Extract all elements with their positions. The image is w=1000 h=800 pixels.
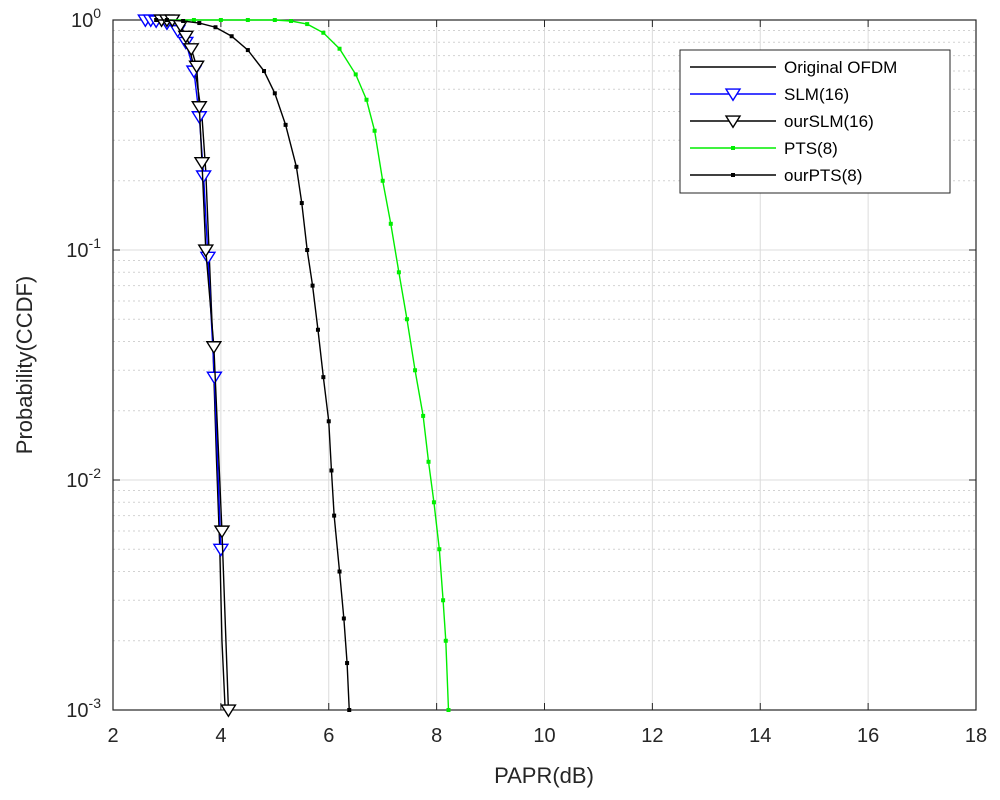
data-point xyxy=(326,419,331,424)
data-point xyxy=(191,101,208,115)
data-point xyxy=(396,270,401,275)
data-point xyxy=(305,22,310,27)
x-axis-label: PAPR(dB) xyxy=(494,763,594,788)
data-point xyxy=(191,18,196,22)
data-point xyxy=(164,18,169,22)
legend-marker xyxy=(724,88,742,102)
series-line xyxy=(156,19,350,711)
data-point xyxy=(245,48,250,53)
data-point xyxy=(220,704,237,718)
x-tick-label: 10 xyxy=(533,725,555,747)
data-point xyxy=(182,43,200,57)
data-point xyxy=(426,459,431,464)
data-point xyxy=(181,19,186,24)
x-tick-label: 4 xyxy=(215,725,226,747)
data-point xyxy=(288,19,293,24)
data-point xyxy=(272,91,277,96)
x-tick-label: 18 xyxy=(965,725,987,747)
series-group xyxy=(137,14,451,718)
data-point xyxy=(337,46,342,51)
data-point xyxy=(404,317,409,322)
data-point xyxy=(197,244,215,258)
x-tick-label: 12 xyxy=(641,725,663,747)
data-point xyxy=(364,97,369,102)
data-point xyxy=(321,30,326,35)
data-point xyxy=(337,569,342,574)
series-2 xyxy=(153,14,237,718)
legend-label: SLM(16) xyxy=(784,85,849,104)
series-line xyxy=(166,19,450,711)
data-point xyxy=(372,128,377,133)
series-3 xyxy=(164,18,451,712)
data-point xyxy=(380,178,385,183)
data-point xyxy=(421,413,426,418)
data-point xyxy=(332,513,337,518)
x-tick-label: 6 xyxy=(323,725,334,747)
data-point xyxy=(294,164,299,169)
data-point xyxy=(353,72,358,77)
data-point xyxy=(154,18,159,22)
data-point xyxy=(441,598,446,603)
legend-label: ourPTS(8) xyxy=(784,166,862,185)
data-point xyxy=(193,156,211,171)
legend-marker xyxy=(724,115,742,129)
data-point xyxy=(177,30,195,44)
data-point xyxy=(212,543,230,557)
data-point xyxy=(431,500,436,505)
data-point xyxy=(195,170,212,184)
data-point xyxy=(262,69,267,74)
series-line xyxy=(161,19,230,711)
legend-label: ourSLM(16) xyxy=(784,112,874,131)
data-point xyxy=(329,468,334,473)
legend-label: Original OFDM xyxy=(784,58,897,77)
data-point xyxy=(213,25,218,30)
series-4 xyxy=(154,18,352,712)
data-point xyxy=(341,616,346,621)
data-point xyxy=(245,18,250,22)
y-tick-label: 10-2 xyxy=(66,465,101,492)
data-point xyxy=(345,661,350,666)
y-tick-label: 10-3 xyxy=(66,695,101,722)
data-point xyxy=(446,708,451,712)
data-point xyxy=(310,283,315,288)
y-axis-label: Probability(CCDF) xyxy=(12,276,37,454)
data-point xyxy=(437,547,442,552)
ticks: 2 4 6 8 10 12 14 16 18 10-3 10-2 10-1 100 xyxy=(66,5,987,747)
x-tick-label: 14 xyxy=(749,725,771,747)
data-point xyxy=(197,21,202,26)
legend: Original OFDM SLM(16) ourSLM(16) PTS(8) ourP… xyxy=(679,49,951,194)
data-point xyxy=(388,221,393,226)
legend-marker xyxy=(731,173,735,177)
data-point xyxy=(315,327,320,332)
y-tick-label: 100 xyxy=(71,5,101,32)
data-point xyxy=(205,341,223,355)
legend-marker xyxy=(731,146,735,150)
data-point xyxy=(213,525,231,539)
y-tick-label: 10-1 xyxy=(66,235,101,262)
data-point xyxy=(218,18,223,22)
data-point xyxy=(413,368,418,373)
legend-label: PTS(8) xyxy=(784,139,838,158)
data-point xyxy=(305,248,310,252)
data-point xyxy=(188,60,205,74)
series-line xyxy=(145,19,222,550)
data-point xyxy=(272,18,277,22)
x-tick-label: 8 xyxy=(431,725,442,747)
data-point xyxy=(443,638,448,643)
data-point xyxy=(229,34,234,39)
data-point xyxy=(347,708,352,712)
data-point xyxy=(321,375,326,380)
data-point xyxy=(283,122,288,127)
x-tick-label: 2 xyxy=(107,725,118,747)
x-tick-label: 16 xyxy=(857,725,879,747)
data-point xyxy=(299,201,304,206)
